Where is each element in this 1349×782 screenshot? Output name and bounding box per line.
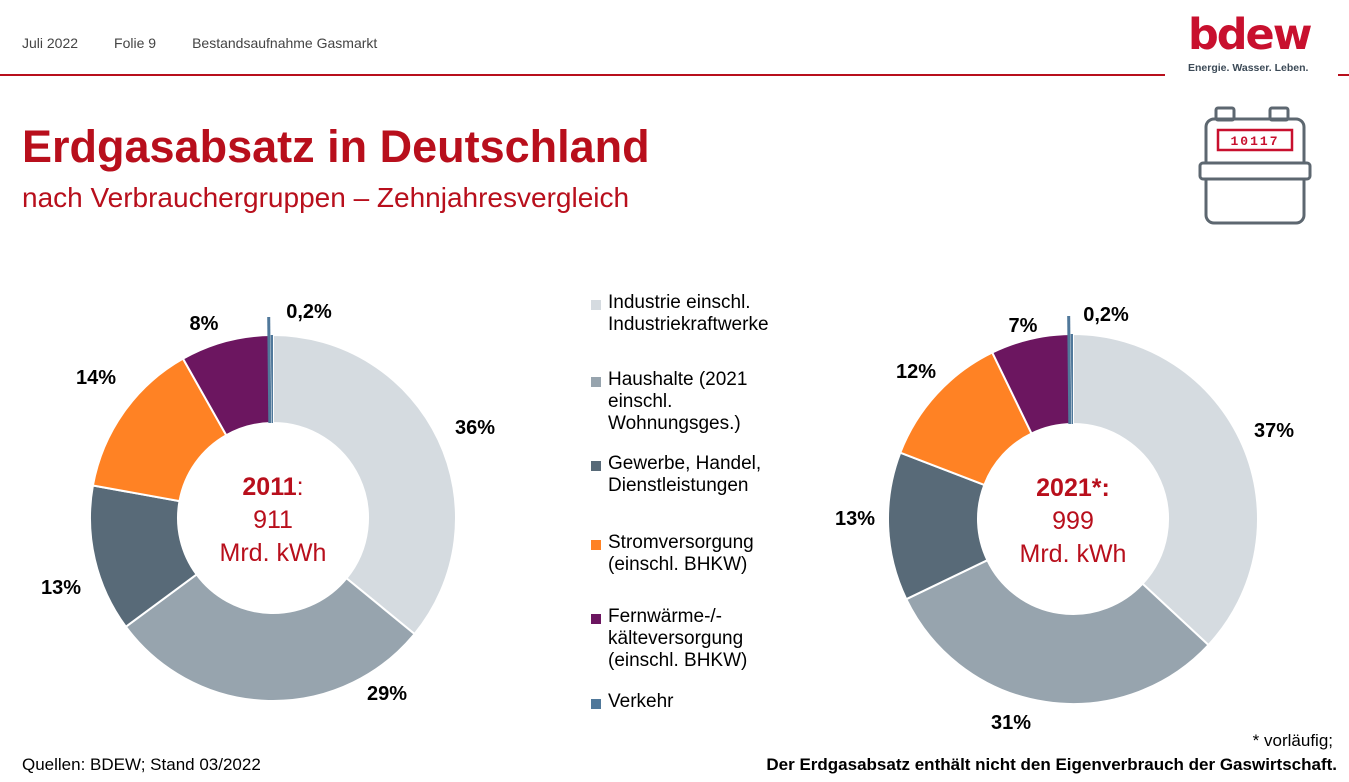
center-total-unit: Mrd. kWh [220,539,327,567]
header-meta: Juli 2022 Folie 9 Bestandsaufnahme Gasma… [22,35,377,51]
donut-slice-verkehr [1070,334,1073,425]
data-label-industrie: 36% [455,417,495,439]
legend-swatch [591,614,601,624]
donut-slice-fernwaerme [181,334,273,437]
legend-swatch [591,699,601,709]
legend-label: Stromversorgung (einschl. BHKW) [608,532,754,575]
legend-label: Haushalte (2021 einschl. Wohnungsges.) [608,369,748,434]
legend-label: Gewerbe, Handel, Dienstleistungen [608,453,762,496]
data-label-verkehr: 0,2% [286,301,332,323]
legend-item-industrie: Industrie einschl. Industriekraftwerke [591,292,769,336]
donut-slice-verkehr-marker [1067,315,1072,425]
data-label-verkehr: 0,2% [1083,304,1129,326]
logo-wordmark: bdew [1188,10,1312,60]
header-topic: Bestandsaufnahme Gasmarkt [192,35,378,51]
legend-swatch [591,377,601,387]
gas-meter-icon: 10117 [1198,106,1312,225]
data-label-haushalte: 31% [991,712,1031,734]
center-year-label: 2011: [242,473,303,501]
donut-slice-industrie [272,333,457,636]
footer-note: Der Erdgasabsatz enthält nicht den Eigen… [766,755,1337,774]
bdew-logo: bdew Energie. Wasser. Leben. [1188,12,1316,74]
center-total-unit: Mrd. kWh [1020,540,1127,568]
donut-slice-verkehr-marker [267,316,272,424]
footnote-preliminary: * vorläufig; [1252,731,1333,750]
data-label-stromversorgung: 14% [76,367,116,389]
center-year-suffix: : [297,473,304,501]
page-title: Erdgasabsatz in Deutschland [22,121,650,172]
center-year-suffix: : [1102,474,1110,502]
header-divider [0,74,1165,76]
legend-item-gewerbe: Gewerbe, Handel, Dienstleistungen [591,453,761,497]
center-total-value: 911 [253,506,293,534]
legend-item-verkehr: Verkehr [591,691,673,713]
source-note: Quellen: BDEW; Stand 03/2022 [22,755,261,774]
donut-slice-industrie [1072,332,1259,647]
center-year-label: 2021*: [1036,474,1110,502]
header-divider-right [1338,74,1349,76]
legend-swatch [591,461,601,471]
meter-reading: 10117 [1230,134,1279,149]
legend-swatch [591,300,601,310]
data-label-fernwaerme: 7% [1009,315,1038,337]
data-label-fernwaerme: 8% [190,313,219,335]
center-year: 2021* [1036,474,1102,502]
header-slide-number: Folie 9 [114,35,157,51]
legend-label: Industrie einschl. Industriekraftwerke [608,292,769,335]
donut-slice-haushalte [904,558,1210,705]
page-subtitle: nach Verbrauchergruppen – Zehnjahresverg… [22,182,630,213]
data-label-haushalte: 29% [367,683,407,705]
data-label-gewerbe: 13% [41,577,81,599]
data-label-industrie: 37% [1254,420,1294,442]
center-total-value: 999 [1052,507,1094,535]
legend-item-haushalte: Haushalte (2021 einschl. Wohnungsges.) [591,369,747,435]
legend-item-fernwaerme: Fernwärme-/- kälteversorgung (einschl. B… [591,606,747,672]
legend-item-stromversorgung: Stromversorgung (einschl. BHKW) [591,532,754,576]
header-date: Juli 2022 [22,35,79,51]
legend-label: Fernwärme-/- kälteversorgung (einschl. B… [608,606,748,671]
donut-slice-verkehr [270,335,273,424]
data-label-stromversorgung: 12% [896,361,936,383]
legend-label: Verkehr [608,691,674,712]
legend-swatch [591,540,601,550]
data-label-gewerbe: 13% [835,508,875,530]
center-year: 2011 [242,473,296,501]
logo-tagline: Energie. Wasser. Leben. [1188,62,1309,74]
donut-slice-haushalte [124,573,416,702]
